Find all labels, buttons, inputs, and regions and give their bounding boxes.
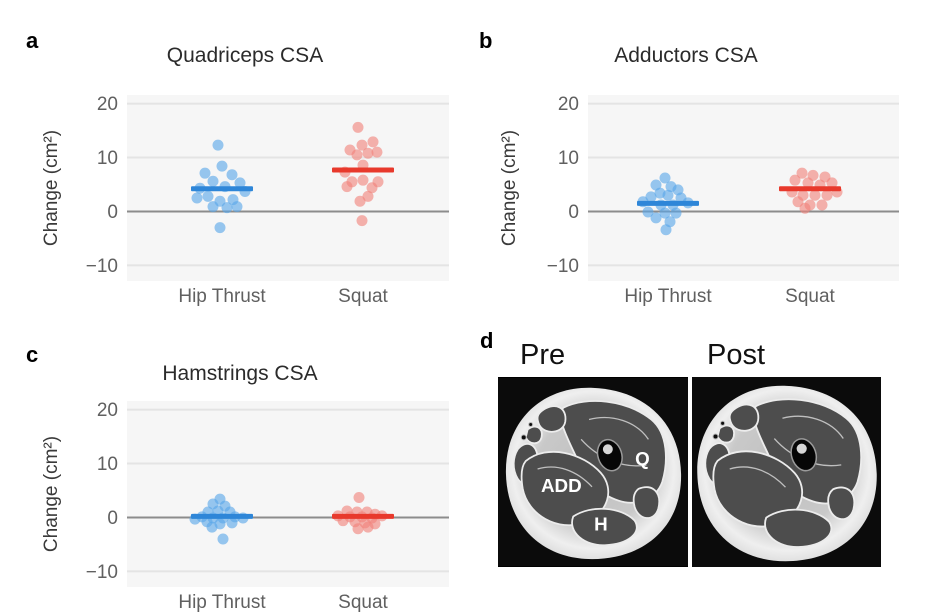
panel-title-quadriceps: Quadriceps CSA: [166, 44, 324, 67]
data-point-hip-thrust: [207, 175, 219, 187]
y-tick-label: 20: [97, 94, 118, 115]
x-category-label: Squat: [785, 286, 835, 307]
mri-annotation-add: ADD: [541, 475, 582, 496]
data-point-hip-thrust: [217, 533, 229, 545]
data-point-hip-thrust: [234, 177, 246, 189]
data-point-hip-thrust: [650, 212, 662, 224]
plot-area-adductors: −10 0 10 20 Hip Thrust Squat: [547, 94, 899, 307]
panel-letter-b: b: [479, 28, 493, 53]
data-point-hip-thrust: [645, 191, 657, 203]
data-point-squat: [356, 215, 368, 227]
data-point-squat: [821, 189, 833, 201]
data-point-squat: [826, 177, 838, 189]
data-point-hip-thrust: [206, 521, 218, 533]
y-tick-label: 20: [558, 94, 579, 115]
data-point-hip-thrust: [202, 190, 214, 202]
plot-background: [588, 95, 899, 281]
data-point-hip-thrust: [199, 167, 211, 179]
plot-area-hamstrings: −10 0 10 20 Hip Thrust Squat: [86, 400, 449, 613]
data-point-hip-thrust: [659, 207, 671, 219]
plot-background: [127, 401, 449, 587]
data-point-hip-thrust: [660, 224, 672, 236]
data-point-hip-thrust: [214, 222, 226, 234]
data-point-squat: [362, 190, 374, 202]
data-point-hip-thrust: [216, 160, 228, 172]
data-point-hip-thrust: [226, 169, 238, 181]
data-point-hip-thrust: [226, 517, 238, 529]
y-tick-label: 10: [558, 148, 579, 169]
data-point-hip-thrust: [221, 202, 233, 214]
data-point-squat: [796, 167, 808, 179]
data-point-squat: [357, 174, 369, 186]
data-point-hip-thrust: [207, 201, 219, 213]
data-point-squat: [351, 149, 363, 161]
data-point-squat: [371, 146, 383, 158]
data-point-squat: [362, 521, 374, 533]
plot-background: [127, 95, 449, 281]
data-point-hip-thrust: [662, 189, 674, 201]
mri-image-pre: Q ADD H: [498, 377, 688, 567]
y-tick-label: 0: [568, 202, 579, 223]
data-point-squat: [802, 177, 814, 189]
mean-bar-squat: [779, 186, 841, 192]
x-category-label: Hip Thrust: [624, 286, 712, 307]
mri-annotation-h: H: [594, 513, 608, 534]
x-category-label: Hip Thrust: [178, 286, 266, 307]
mean-bar-hip-thrust: [191, 513, 253, 519]
mri-annotation-q: Q: [635, 448, 650, 469]
y-tick-label: −10: [86, 256, 118, 277]
data-point-hip-thrust: [659, 172, 671, 184]
data-point-squat: [352, 523, 364, 535]
panel-title-hamstrings: Hamstrings CSA: [162, 362, 318, 385]
data-point-hip-thrust: [642, 206, 654, 218]
data-point-hip-thrust: [670, 207, 682, 219]
data-point-squat: [367, 136, 379, 148]
mean-bar-hip-thrust: [191, 186, 253, 192]
mean-bar-squat: [332, 167, 394, 173]
x-category-label: Squat: [338, 286, 388, 307]
panel-hamstrings: c Hamstrings CSA Change (cm²) −10 0 10 20 Hi…: [0, 308, 464, 616]
y-tick-label: −10: [547, 256, 579, 277]
mri-image-post: [692, 377, 881, 567]
panel-title-adductors: Adductors CSA: [614, 44, 758, 67]
panel-quadriceps: a Quadriceps CSA Change (cm²) −10 0 10 20 Hi…: [0, 0, 464, 308]
panel-mri: d Pre Post: [464, 308, 928, 616]
x-category-label: Squat: [338, 592, 388, 613]
y-tick-label: 0: [107, 202, 118, 223]
data-point-squat: [799, 202, 811, 214]
panel-letter-d: d: [480, 328, 494, 353]
mean-bar-squat: [332, 513, 394, 519]
data-point-squat: [792, 196, 804, 208]
mean-bar-hip-thrust: [637, 200, 699, 206]
data-point-squat: [789, 174, 801, 186]
x-category-label: Hip Thrust: [178, 592, 266, 613]
data-point-squat: [341, 181, 353, 193]
data-point-hip-thrust: [231, 201, 243, 213]
data-point-squat: [809, 189, 821, 201]
y-tick-label: −10: [86, 562, 118, 583]
panel-adductors: b Adductors CSA Change (cm²) −10 0 10 20 Hip…: [464, 0, 928, 308]
panel-letter-a: a: [26, 28, 39, 53]
data-point-squat: [354, 195, 366, 207]
data-point-squat: [353, 492, 365, 504]
data-point-squat: [356, 139, 368, 151]
data-point-squat: [352, 121, 364, 133]
data-point-hip-thrust: [191, 192, 203, 204]
data-point-squat: [816, 199, 828, 211]
data-point-squat: [362, 147, 374, 159]
mri-pre-label: Pre: [520, 339, 566, 371]
data-point-hip-thrust: [212, 139, 224, 151]
y-tick-label: 10: [97, 454, 118, 475]
y-tick-label: 20: [97, 400, 118, 421]
mri-post-label: Post: [707, 339, 766, 371]
y-tick-label: 10: [97, 148, 118, 169]
y-tick-label: 0: [107, 508, 118, 529]
plot-area-quadriceps: −10 0 10 20 Hip Thrust Squat: [86, 94, 449, 307]
data-point-squat: [366, 182, 378, 194]
panel-letter-c: c: [26, 342, 39, 367]
